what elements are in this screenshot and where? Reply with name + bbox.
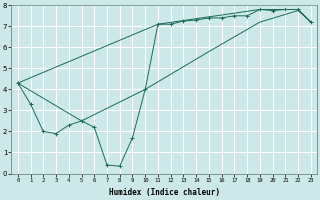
X-axis label: Humidex (Indice chaleur): Humidex (Indice chaleur) [109,188,220,197]
